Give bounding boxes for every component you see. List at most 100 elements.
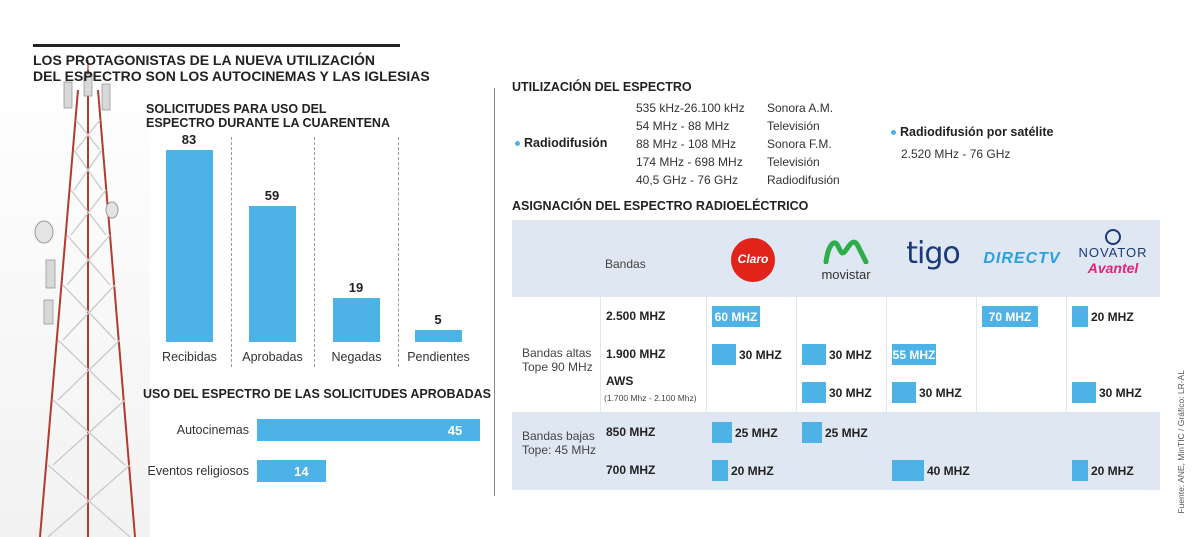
band-name-2: AWS (606, 374, 634, 388)
movistar-logo-text: movistar (821, 267, 871, 282)
use-row-4: Radiodifusión (767, 173, 840, 187)
claro-logo-text: Claro (737, 252, 769, 266)
bar-label-3: Pendientes (407, 350, 470, 364)
freq-row-1: 54 MHz - 88 MHz (636, 119, 730, 133)
cell-bar-0-3 (982, 306, 1038, 327)
cell-value-0-3: 70 MHZ (988, 310, 1032, 324)
bullet-icon (515, 141, 520, 147)
bar-0 (166, 150, 213, 342)
grid-vline-1 (706, 220, 707, 490)
grid-vline-4 (976, 220, 977, 490)
bullet-icon (891, 130, 896, 136)
radiodifusion-text: Radiodifusión (524, 136, 608, 150)
grid-vline-0 (600, 220, 601, 490)
tigo-logo: tigo (906, 236, 961, 271)
solicitudes-title-line1: SOLICITUDES PARA USO DEL (146, 102, 327, 116)
cell-value-1-0: 30 MHZ (739, 348, 782, 362)
table-low-bands-bg (512, 412, 1160, 490)
bar-2 (333, 298, 380, 342)
cell-bar-0-4 (1072, 306, 1088, 327)
tower-illustration (0, 60, 150, 537)
directv-logo: DIRECTV (983, 250, 1061, 267)
claro-logo: Claro (731, 238, 775, 282)
utilizacion-title: UTILIZACIÓN DEL ESPECTRO (512, 80, 692, 94)
band-name-3: 850 MHZ (606, 425, 656, 439)
cell-value-3-1: 25 MHZ (825, 426, 868, 440)
grid-vline-5 (1066, 220, 1067, 490)
cell-bar-1-2 (892, 344, 936, 365)
bar-value-0: 83 (181, 132, 197, 147)
freq-row-3: 174 MHz - 698 MHz (636, 155, 743, 169)
group-label-altas: Bandas altas Tope 90 MHz (522, 346, 593, 374)
hbar-value-1: 14 (294, 464, 309, 479)
cell-value-4-2: 40 MHZ (927, 464, 970, 478)
bar-label-1: Aprobadas (242, 350, 303, 364)
cell-bar-2-2 (892, 382, 916, 403)
hbar-label-1: Eventos religiosos (147, 464, 249, 478)
cell-bar-2-1 (802, 382, 826, 403)
cell-bar-3-1 (802, 422, 822, 443)
bar-value-1: 59 (264, 187, 280, 203)
cell-value-2-1: 30 MHZ (829, 386, 872, 400)
frequency-list: 535 kHz-26.100 kHz 54 MHz - 88 MHz 88 MH… (636, 99, 745, 189)
avantel-text: Avantel (1087, 260, 1139, 276)
cell-value-2-4: 30 MHZ (1099, 386, 1142, 400)
satelite-text: Radiodifusión por satélite (900, 125, 1054, 139)
satelite-label: Radiodifusión por satélite (891, 125, 1054, 139)
grid-vline-2 (796, 220, 797, 490)
section-divider (494, 88, 495, 496)
bandas-header: Bandas (605, 257, 646, 271)
bar-divider-2 (398, 137, 399, 367)
band-name-0: 2.500 MHZ (606, 309, 666, 323)
cell-bar-3-0 (712, 422, 732, 443)
main-title: LOS PROTAGONISTAS DE LA NUEVA UTILIZACIÓ… (33, 52, 433, 84)
satelite-freq: 2.520 MHz - 76 GHz (901, 147, 1011, 161)
bar-divider-0 (231, 137, 232, 367)
bar-label-2: Negadas (331, 350, 382, 364)
use-row-2: Sonora F.M. (767, 137, 832, 151)
cell-bar-4-4 (1072, 460, 1088, 481)
solicitudes-title-line2: ESPECTRO DURANTE LA CUARENTENA (146, 116, 390, 130)
grid-hline-top (512, 296, 1160, 297)
cell-bar-1-0 (712, 344, 736, 365)
radiodifusion-label: Radiodifusión (515, 136, 607, 150)
bar-value-2: 19 (348, 280, 364, 296)
use-list: Sonora A.M. Televisión Sonora F.M. Telev… (767, 99, 840, 189)
cell-bar-4-2 (892, 460, 924, 481)
hbar-0 (257, 419, 480, 441)
band-name-4: 700 MHZ (606, 463, 656, 477)
freq-row-2: 88 MHz - 108 MHz (636, 137, 737, 151)
novator-avantel-logo: NOVATOR Avantel (1068, 229, 1158, 276)
cell-bar-2-4 (1072, 382, 1096, 403)
freq-row-4: 40,5 GHz - 76 GHz (636, 173, 739, 187)
cell-value-4-0: 20 MHZ (731, 464, 774, 478)
bar-1 (249, 205, 296, 342)
novator-text: NOVATOR (1078, 245, 1148, 260)
bar-3 (415, 330, 462, 342)
use-row-0: Sonora A.M. (767, 101, 834, 115)
main-title-line1: LOS PROTAGONISTAS DE LA NUEVA UTILIZACIÓ… (33, 52, 375, 68)
band-name-1: 1.900 MHZ (606, 347, 666, 361)
bar-divider-1 (314, 137, 315, 367)
cell-value-4-4: 20 MHZ (1091, 464, 1134, 478)
cell-bar-0-0 (712, 306, 760, 327)
hbar-label-0: Autocinemas (176, 423, 249, 437)
grid-vline-3 (886, 220, 887, 490)
cell-bar-4-0 (712, 460, 728, 481)
title-rule (33, 44, 400, 47)
use-row-1: Televisión (767, 119, 820, 133)
uso-title: USO DEL ESPECTRO DE LAS SOLICITUDES APRO… (143, 387, 491, 401)
hbar-1 (257, 460, 327, 482)
source-note: Fuente: ANE, MinTIC / Gráfico: LR-AL (1176, 370, 1186, 514)
cell-value-1-2: 55 MHZ (892, 348, 936, 362)
freq-row-0: 535 kHz-26.100 kHz (636, 101, 745, 115)
movistar-m-icon (823, 239, 869, 265)
use-row-3: Televisión (767, 155, 820, 169)
cell-value-0-0: 60 MHZ (714, 310, 758, 324)
solicitudes-title: SOLICITUDES PARA USO DEL ESPECTRO DURANT… (146, 102, 390, 130)
novator-globe-icon (1105, 229, 1121, 245)
movistar-logo: movistar (806, 236, 886, 282)
aws-sub-label: (1.700 Mhz - 2.100 Mhz) (604, 393, 697, 403)
cell-value-0-4: 20 MHZ (1091, 310, 1134, 324)
cell-value-1-1: 30 MHZ (829, 348, 872, 362)
